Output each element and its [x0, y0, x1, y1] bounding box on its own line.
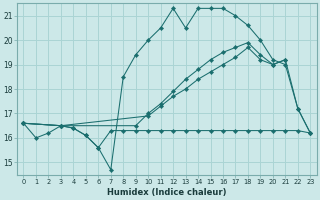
X-axis label: Humidex (Indice chaleur): Humidex (Indice chaleur): [107, 188, 227, 197]
